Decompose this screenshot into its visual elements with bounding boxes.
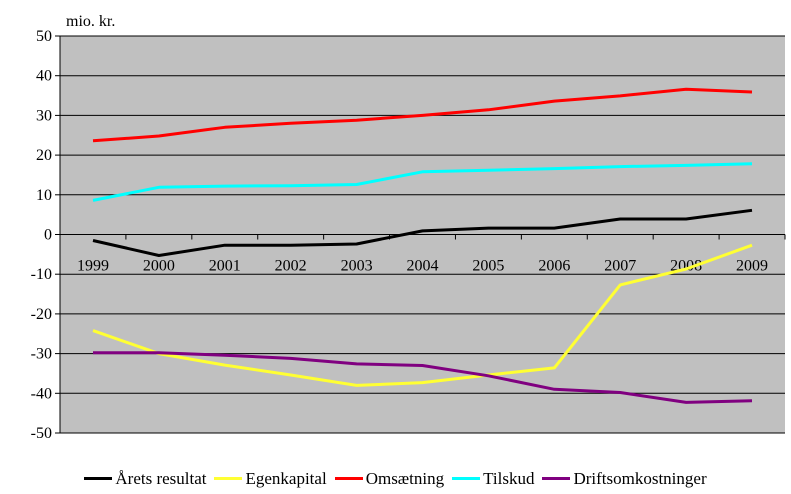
legend-entry: Årets resultat	[84, 469, 206, 489]
unit-label: mio. kr.	[66, 13, 115, 30]
legend-label: Årets resultat	[115, 468, 207, 488]
y-tick-label: 10	[36, 187, 52, 204]
x-tick-label: 1999	[77, 258, 109, 275]
x-tick-label: 2002	[275, 258, 307, 275]
legend-swatch	[542, 477, 571, 480]
axes: 50 40 30 20 10 0 -10 -20 -30 -40 -50 1999 2000 2001 20…	[31, 28, 786, 442]
series-line-4	[93, 351, 753, 404]
y-tick-label: -20	[31, 306, 52, 323]
legend-swatch	[452, 477, 481, 480]
series-line-2	[92, 87, 753, 143]
series-line-1	[92, 243, 753, 387]
x-tick-label: 2006	[538, 258, 570, 275]
y-tick-label: 40	[36, 68, 52, 85]
legend: Årets resultat Egenkapital Omsætning Tilsku…	[0, 468, 791, 489]
y-tick-label: -30	[31, 346, 52, 363]
y-tick-label: -10	[31, 266, 52, 283]
legend-entry: Egenkapital	[214, 468, 327, 489]
y-tick-label: -40	[31, 385, 52, 402]
legend-label: Omsætning	[365, 468, 445, 488]
x-tick-label: 2005	[472, 258, 504, 275]
x-tick-label: 2001	[209, 258, 241, 275]
y-tick-label: 0	[44, 227, 52, 244]
y-tick-label: 50	[36, 28, 52, 45]
legend-swatch	[334, 477, 363, 480]
y-tick-label: 20	[36, 147, 52, 164]
x-tick-label: 2009	[736, 258, 768, 275]
x-tick-label: 2004	[407, 258, 439, 275]
series-line-3	[92, 162, 753, 202]
series-line-0	[92, 208, 753, 257]
x-tick-label: 2003	[341, 258, 373, 275]
legend-label: Driftsomkostninger	[573, 468, 707, 488]
x-tick-label: 2007	[604, 258, 636, 275]
legend-swatch	[84, 477, 113, 480]
legend-label: Egenkapital	[245, 468, 327, 488]
legend-entry: Tilskud	[452, 469, 534, 489]
legend-label: Tilskud	[483, 468, 535, 488]
legend-entry: Omsætning	[334, 468, 445, 489]
x-tick-label: 2000	[143, 258, 175, 275]
legend-entry: Driftsomkostninger	[542, 468, 707, 489]
series-lines	[92, 87, 753, 404]
y-tick-label: 30	[36, 107, 52, 124]
y-tick-label: -50	[31, 425, 52, 442]
legend-swatch	[214, 477, 243, 480]
